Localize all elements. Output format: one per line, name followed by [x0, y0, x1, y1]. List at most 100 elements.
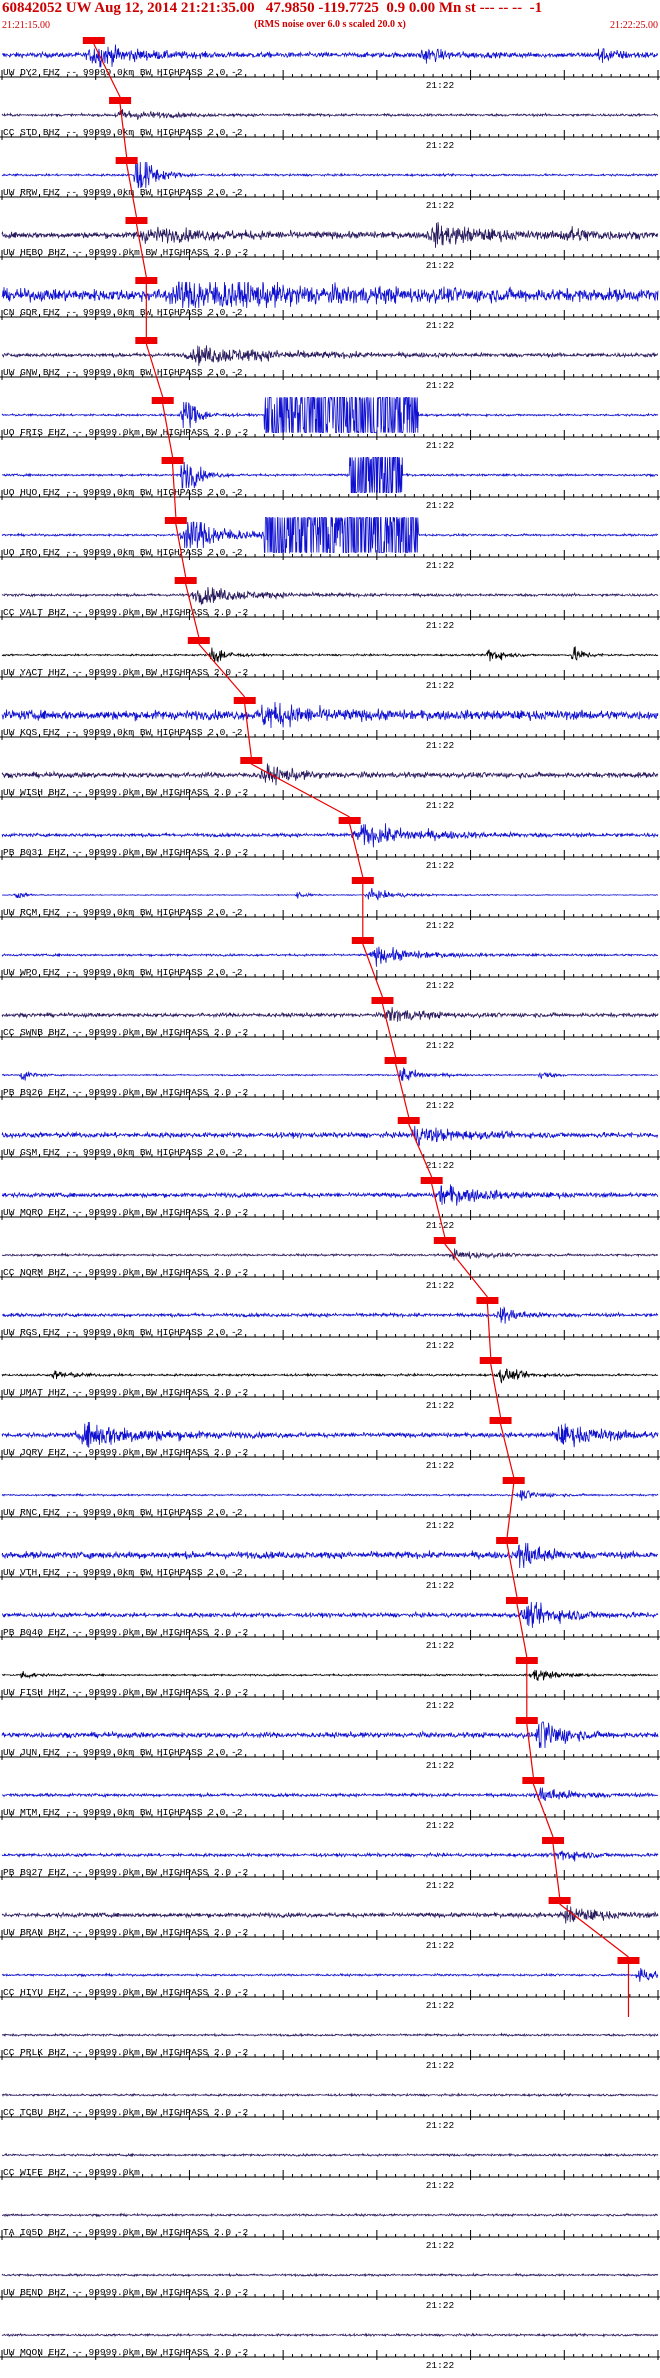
trace-label: UW HEBO BHZ -- 99999.0km BW HIGHPASS 2.0… [3, 247, 248, 258]
trace-22: 21:22 UW UMAT HHZ -- 99999.0km BW HIGHPAS… [0, 1357, 660, 1418]
mid-time-label: 21:22 [426, 1520, 455, 1531]
trace-19: 21:22 UW MORO EHZ -- 99999.0km BW HIGHPAS… [0, 1177, 660, 1238]
mid-time-label: 21:22 [426, 860, 455, 871]
trace-label: PB B031 EHZ -- 99999.0km BW HIGHPASS 2.0… [3, 847, 248, 858]
trace-label: CC HIYU EHZ -- 99999.0km BW HIGHPASS 2.0… [3, 1987, 248, 1998]
pick-line [198, 643, 246, 698]
trace-11: 21:22 UW KOS EHZ -- 99999.0km BW HIGHPASS… [0, 697, 660, 758]
trace-17: 21:22 PB B926 EHZ -- 99999.0km BW HIGHPAS… [0, 1057, 660, 1118]
waveform [1, 456, 659, 493]
pick-line [175, 523, 187, 578]
pick-line [526, 1723, 534, 1778]
waveform [1, 1007, 659, 1022]
pick-marker [161, 457, 184, 464]
pick-marker [151, 397, 174, 404]
waveform [1, 44, 659, 68]
trace-label: CC VALT BHZ -- 99999.0km BW HIGHPASS 2.0… [3, 607, 248, 618]
trace-1: 21:22 CC STD BHZ -- 99999.0km BW HIGHPASS… [0, 97, 660, 158]
mid-time-label: 21:22 [426, 380, 455, 391]
pick-marker [542, 1837, 565, 1844]
trace-label: PB B926 EHZ -- 99999.0km BW HIGHPASS 2.0… [3, 1087, 248, 1098]
trace-10: 21:22 UW YACT HHZ -- 99999.0km BW HIGHPAS… [0, 637, 660, 698]
trace-14: 21:22 UW RCM EHZ -- 99999.0km BW HIGHPASS… [0, 877, 660, 937]
trace-label: CN GDR EHZ -- 99999.0km BW HIGHPASS 2.0 … [3, 307, 243, 318]
mid-time-label: 21:22 [426, 320, 455, 331]
trace-29: 21:22 UW MTM EHZ -- 99999.0km BW HIGHPASS… [0, 1777, 660, 1838]
pick-line [185, 583, 200, 638]
pick-marker [82, 37, 105, 44]
waveform [1, 1787, 659, 1801]
waveform [1, 946, 659, 967]
pick-marker [109, 97, 132, 104]
waveform [1, 1248, 659, 1261]
waveform [1, 1125, 658, 1146]
mid-time-label: 21:22 [426, 2000, 455, 2011]
pick-marker [476, 1297, 499, 1304]
trace-38: 21:22 UW MOON EHZ -- 99999.0km BW HIGHPAS… [0, 2332, 660, 2371]
trace-label: UW GNW BHZ -- 99999.0km BW HIGHPASS 2.0 … [3, 367, 243, 378]
trace-20: 21:22 CC NORM BHZ -- 99999.0km BW HIGHPAS… [0, 1237, 660, 1298]
trace-label: UW BRAN BHZ -- 99999.0km BW HIGHPASS 2.0… [3, 1927, 248, 1938]
trace-28: 21:22 UW JUN EHZ -- 99999.0km BW HIGHPASS… [0, 1717, 660, 1778]
trace-label: UW KOS EHZ -- 99999.0km BW HIGHPASS 2.0 … [3, 727, 243, 738]
trace-label: UW GSM EHZ -- 99999.0km BW HIGHPASS 2.0 … [3, 1147, 243, 1158]
mid-time-label: 21:22 [426, 1340, 455, 1351]
trace-12: 21:22 UW WISH BHZ -- 99999.0km BW HIGHPAS… [0, 757, 660, 818]
pick-marker [174, 577, 197, 584]
mid-time-label: 21:22 [426, 2240, 455, 2251]
pick-marker [240, 757, 263, 764]
trace-label: UW FISH HHZ -- 99999.0km BW HIGHPASS 2.0… [3, 1687, 248, 1698]
trace-label: UW DY2 EHZ -- 99999.0km BW HIGHPASS 2.0 … [3, 67, 243, 78]
waveform [1, 345, 659, 366]
mid-time-label: 21:22 [426, 740, 455, 751]
pick-marker [187, 637, 210, 644]
mid-time-label: 21:22 [426, 1400, 455, 1411]
pick-marker [371, 997, 394, 1004]
waveform [1, 281, 659, 309]
waveform [1, 109, 659, 120]
mid-time-label: 21:22 [426, 1640, 455, 1651]
pick-line [486, 1303, 492, 1358]
pick-marker [125, 217, 148, 224]
trace-35: 21:22 CC WIFE BHZ -- 99999.0km [0, 2152, 660, 2191]
trace-label: UW VTH EHZ -- 99999.0km BW HIGHPASS 2.0 … [3, 1567, 243, 1578]
trace-27: 21:22 UW FISH HHZ -- 99999.0km BW HIGHPAS… [0, 1657, 660, 1717]
trace-34: 21:22 CC TCBU BHZ -- 99999.0km BW HIGHPAS… [0, 2092, 660, 2131]
mid-time-label: 21:22 [426, 2120, 455, 2131]
pick-line [506, 1543, 518, 1598]
trace-4: 21:22 CN GDR EHZ -- 99999.0km BW HIGHPASS… [0, 277, 660, 337]
waveform [1, 646, 659, 663]
trace-18: 21:22 UW GSM EHZ -- 99999.0km BW HIGHPASS… [0, 1117, 660, 1178]
mid-time-label: 21:22 [426, 620, 455, 631]
waveform [1, 763, 659, 786]
trace-5: 21:22 UW GNW BHZ -- 99999.0km BW HIGHPASS… [0, 337, 660, 398]
trace-33: 21:22 CC PRLK BHZ -- 99999.0km BW HIGHPAS… [0, 2032, 660, 2071]
trace-label: UW BEND BHZ -- 99999.0km BW HIGHPASS 2.0… [3, 2287, 248, 2298]
waveform [1, 2032, 659, 2038]
end-time-label: 21:22:25.00 [609, 20, 658, 31]
waveform [1, 1490, 659, 1501]
trace-label: UW UMAT HHZ -- 99999.0km BW HIGHPASS 2.0… [3, 1387, 248, 1398]
trace-2: 21:22 UW RRW EHZ -- 99999.0km BW HIGHPASS… [0, 157, 660, 218]
pick-marker [420, 1177, 443, 1184]
mid-time-label: 21:22 [426, 1580, 455, 1591]
pick-marker [505, 1597, 528, 1604]
pick-line [171, 463, 177, 518]
pick-marker [233, 697, 256, 704]
trace-label: UO HUO EHZ -- 99999.0km BW HIGHPASS 2.0 … [3, 487, 243, 498]
pick-marker [351, 937, 374, 944]
trace-label: UW YACT HHZ -- 99999.0km BW HIGHPASS 2.0… [3, 667, 248, 678]
pick-line [499, 1423, 515, 1478]
pick-marker [135, 277, 158, 284]
start-time-label: 21:21:15.00 [2, 20, 51, 31]
pick-line [362, 943, 384, 998]
mid-time-label: 21:22 [426, 2360, 455, 2371]
trace-label: CC TCBU BHZ -- 99999.0km BW HIGHPASS 2.0… [3, 2107, 248, 2118]
pick-line [145, 343, 164, 398]
pick-line [490, 1363, 502, 1418]
trace-label: UO FRIS EHZ -- 99999.0km BW HIGHPASS 2.0… [3, 427, 248, 438]
mid-time-label: 21:22 [426, 440, 455, 451]
trace-32: 21:22 CC HIYU EHZ -- 99999.0km BW HIGHPAS… [0, 1957, 660, 2017]
trace-6: 21:22 UO FRIS EHZ -- 99999.0km BW HIGHPAS… [0, 396, 660, 458]
scale-note: (RMS noise over 6.0 s scaled 20.0 x) [254, 19, 406, 30]
